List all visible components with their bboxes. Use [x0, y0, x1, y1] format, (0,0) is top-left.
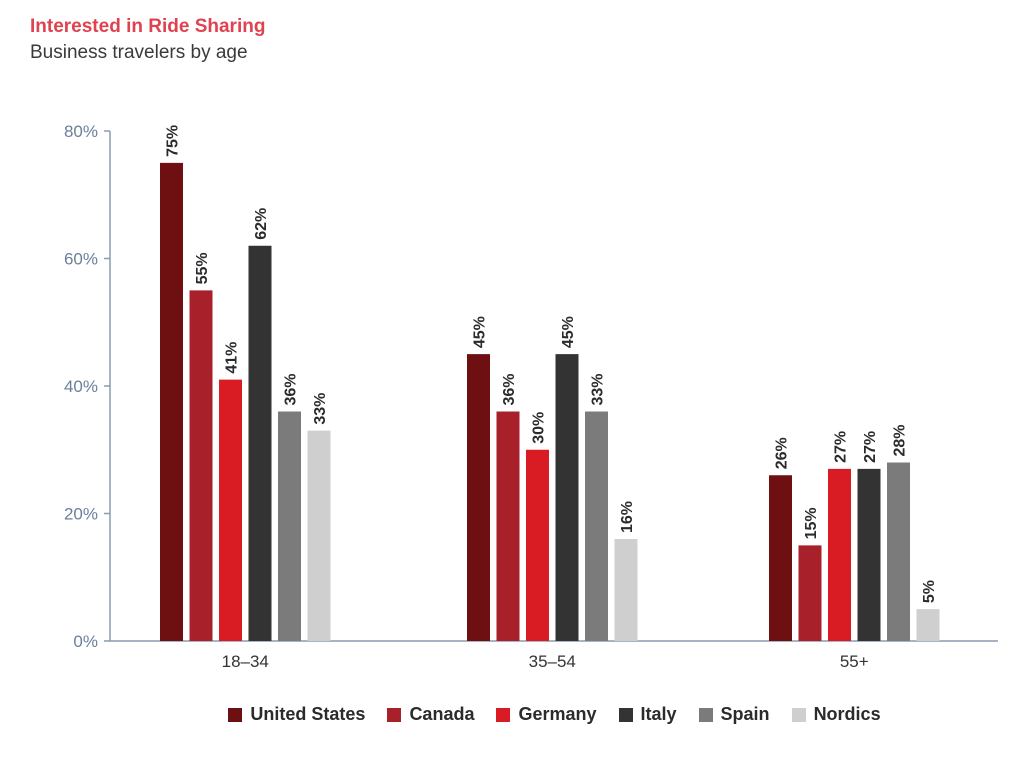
legend-swatch: [228, 707, 243, 722]
bar: [278, 411, 301, 641]
bar: [160, 162, 183, 641]
legend-swatch: [387, 707, 402, 722]
bar: [916, 609, 940, 641]
legend-swatch: [496, 707, 511, 722]
x-tick-label: 55+: [840, 652, 869, 671]
y-tick-label: 0%: [73, 632, 98, 651]
bar: [307, 430, 331, 641]
chart-legend: United States Canada Germany Italy Spain Nord…: [0, 704, 1024, 725]
legend-swatch: [791, 707, 806, 722]
data-label: 36%: [501, 373, 518, 405]
bar: [585, 411, 608, 641]
legend-item: Canada: [387, 704, 474, 725]
bar-chart: 0% 20% 40% 60% 80% 75% 55% 41% 62% 36% 33% 18–34 45%…: [64, 122, 998, 671]
legend-item: Nordics: [791, 704, 881, 725]
data-label: 28%: [892, 424, 909, 456]
legend-label: Nordics: [813, 704, 881, 724]
bar: [526, 449, 549, 641]
data-label: 5%: [921, 580, 938, 603]
chart-title: Interested in Ride Sharing: [30, 16, 266, 37]
legend-label: United States: [250, 704, 366, 724]
x-tick-label: 35–54: [529, 652, 576, 671]
legend-swatch: [698, 707, 713, 722]
legend-label: Italy: [640, 704, 677, 724]
data-label: 16%: [619, 501, 636, 533]
data-label: 30%: [531, 412, 548, 444]
bar: [248, 245, 272, 641]
bar: [798, 545, 822, 641]
bar: [189, 290, 213, 641]
legend-swatch: [618, 707, 633, 722]
bar: [887, 462, 910, 641]
bar: [555, 354, 579, 641]
x-tick-label: 18–34: [222, 652, 269, 671]
legend-label: Canada: [409, 704, 475, 724]
legend-item: Italy: [618, 704, 677, 725]
legend-label: Spain: [720, 704, 770, 724]
legend-item: Spain: [698, 704, 770, 725]
bar: [467, 354, 490, 641]
data-label: 33%: [312, 393, 329, 425]
legend-label: Germany: [518, 704, 597, 724]
data-label: 41%: [224, 342, 241, 374]
data-label: 27%: [833, 431, 850, 463]
legend-item: Germany: [496, 704, 597, 725]
bar: [496, 411, 520, 641]
data-label: 62%: [253, 208, 270, 240]
data-label: 45%: [560, 316, 577, 348]
y-tick-label: 40%: [64, 377, 98, 396]
data-label: 33%: [590, 373, 607, 405]
data-label: 15%: [803, 507, 820, 539]
data-label: 55%: [194, 252, 211, 284]
bar: [857, 468, 881, 641]
bar: [828, 468, 851, 641]
bar: [614, 539, 638, 641]
bar: [219, 379, 242, 641]
bar: [769, 475, 792, 641]
y-tick-label: 20%: [64, 505, 98, 524]
legend-item: United States: [228, 704, 365, 725]
data-label: 45%: [472, 316, 489, 348]
data-label: 36%: [283, 373, 300, 405]
y-tick-label: 60%: [64, 250, 98, 269]
data-label: 26%: [774, 437, 791, 469]
chart-subtitle: Business travelers by age: [30, 42, 248, 63]
data-label: 27%: [862, 431, 879, 463]
y-tick-label: 80%: [64, 122, 98, 141]
data-label: 75%: [165, 125, 182, 157]
